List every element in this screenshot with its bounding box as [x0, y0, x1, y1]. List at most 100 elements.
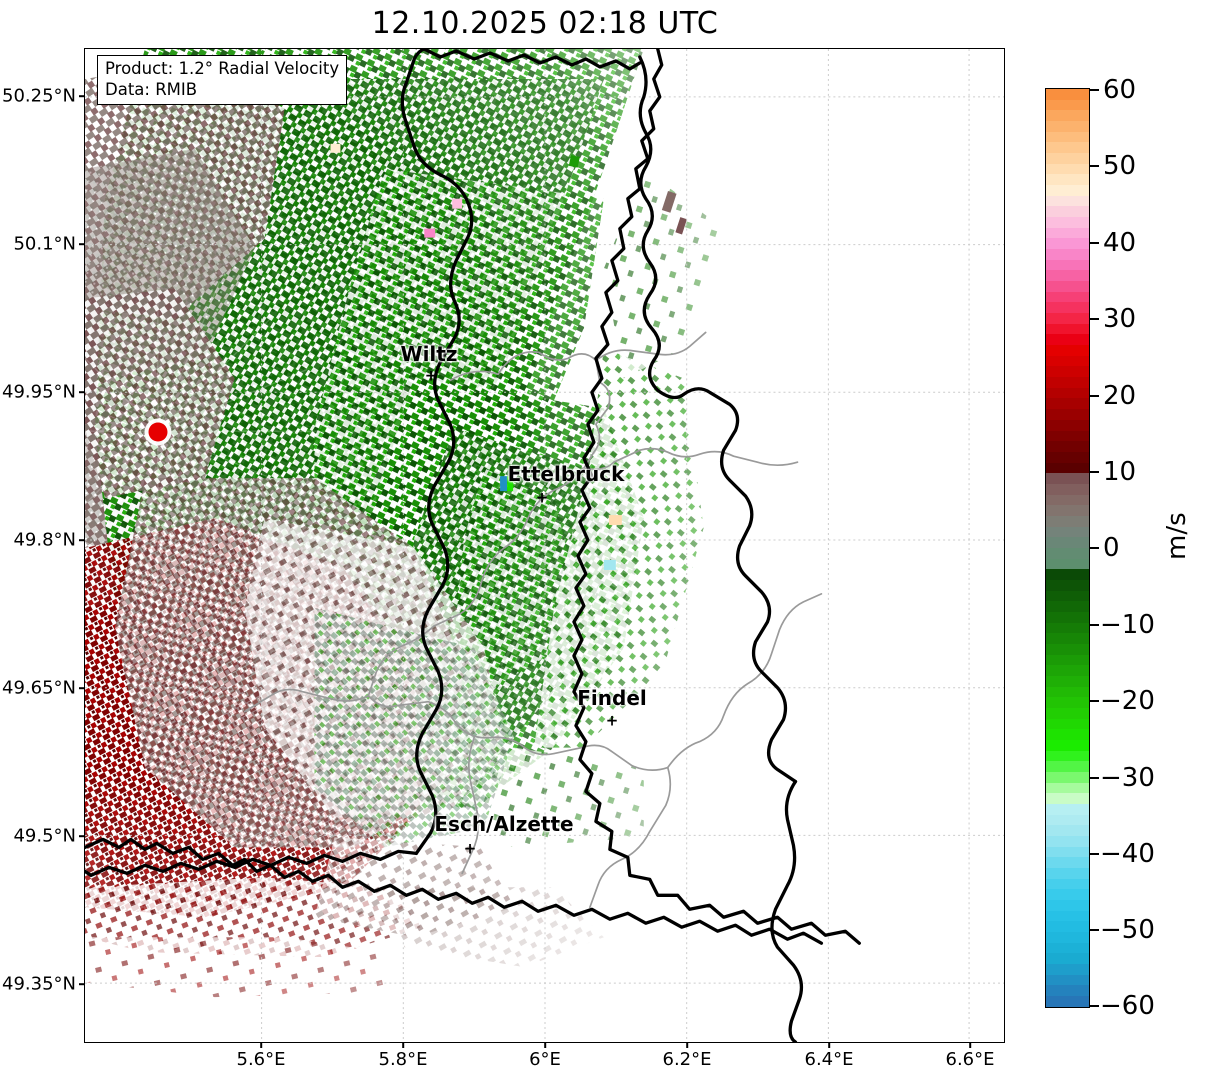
colorbar-band-80 [1046, 942, 1089, 954]
city-marker-esch-alzette: + [463, 839, 477, 858]
y-tick-label-6: 49.35°N [2, 973, 76, 995]
colorbar-band-6 [1046, 153, 1089, 164]
colorbar-band-30 [1046, 409, 1089, 420]
y-tick-mark-4 [79, 687, 84, 689]
colorbar-band-60 [1046, 729, 1089, 740]
x-tick-mark-1 [402, 1043, 404, 1048]
x-tick-label-4: 6.4°E [804, 1049, 854, 1070]
colorbar-band-33 [1046, 441, 1089, 452]
colorbar-tick-8 [1090, 700, 1099, 702]
colorbar-label-0: 60 [1103, 75, 1137, 105]
colorbar-label-12: −60 [1100, 991, 1155, 1021]
colorbar-tick-9 [1090, 777, 1099, 779]
colorbar-band-0 [1046, 89, 1089, 100]
colorbar-band-75 [1046, 889, 1089, 901]
colorbar-band-10 [1046, 195, 1089, 207]
colorbar-band-58 [1046, 707, 1089, 719]
x-tick-label-1: 5.8°E [378, 1049, 428, 1070]
colorbar-band-77 [1046, 910, 1089, 922]
colorbar-label-11: −50 [1100, 915, 1155, 945]
colorbar-band-74 [1046, 878, 1089, 890]
colorbar-band-5 [1046, 142, 1089, 154]
x-tick-mark-4 [828, 1043, 830, 1048]
radar-echo-layer [85, 49, 724, 998]
colorbar-band-20 [1046, 302, 1089, 314]
product-info-box: Product: 1.2° Radial Velocity Data: RMIB [97, 55, 348, 106]
y-tick-mark-0 [79, 95, 84, 97]
colorbar-band-25 [1046, 355, 1089, 367]
colorbar-band-37 [1046, 483, 1089, 495]
colorbar-band-69 [1046, 825, 1089, 837]
colorbar-band-63 [1046, 761, 1089, 772]
colorbar-band-17 [1046, 270, 1089, 282]
colorbar-band-47 [1046, 590, 1089, 602]
colorbar-label-9: −30 [1100, 763, 1155, 793]
colorbar-band-40 [1046, 515, 1089, 527]
colorbar-band-23 [1046, 334, 1089, 346]
colorbar-band-13 [1046, 227, 1089, 239]
colorbar-band-29 [1046, 398, 1089, 410]
colorbar-label-4: 20 [1103, 381, 1137, 411]
colorbar-band-78 [1046, 921, 1089, 933]
colorbar-band-42 [1046, 537, 1089, 548]
colorbar-band-65 [1046, 782, 1089, 794]
colorbar-band-55 [1046, 675, 1089, 687]
colorbar-band-34 [1046, 451, 1089, 463]
colorbar[interactable] [1045, 88, 1090, 1008]
colorbar-band-84 [1046, 985, 1089, 997]
colorbar-band-27 [1046, 377, 1089, 388]
colorbar-band-50 [1046, 622, 1089, 634]
y-tick-mark-3 [79, 539, 84, 541]
y-tick-mark-2 [79, 391, 84, 393]
colorbar-label-7: −10 [1100, 610, 1155, 640]
city-label-findel: Findel [577, 686, 647, 710]
colorbar-band-72 [1046, 857, 1089, 869]
colorbar-band-3 [1046, 121, 1089, 132]
colorbar-band-49 [1046, 611, 1089, 623]
colorbar-band-21 [1046, 313, 1089, 324]
colorbar-axis-label: m/s [1162, 512, 1192, 560]
colorbar-band-73 [1046, 868, 1089, 879]
city-marker-findel: + [605, 711, 619, 730]
radar-sweep-spokes [85, 269, 320, 593]
colorbar-band-1 [1046, 99, 1089, 111]
colorbar-band-26 [1046, 366, 1089, 378]
y-tick-label-1: 50.1°N [13, 233, 76, 255]
colorbar-tick-4 [1090, 395, 1099, 397]
grid-lines [85, 49, 1004, 1042]
colorbar-band-18 [1046, 281, 1089, 292]
colorbar-band-52 [1046, 643, 1089, 655]
x-tick-mark-5 [969, 1043, 971, 1048]
colorbar-label-2: 40 [1103, 228, 1137, 258]
colorbar-label-3: 30 [1103, 304, 1137, 334]
colorbar-label-8: −20 [1100, 686, 1155, 716]
colorbar-tick-2 [1090, 242, 1099, 244]
colorbar-tick-11 [1090, 929, 1099, 931]
map-plot-area[interactable]: Product: 1.2° Radial Velocity Data: RMIB… [84, 48, 1005, 1043]
colorbar-label-10: −40 [1100, 839, 1155, 869]
colorbar-band-11 [1046, 206, 1089, 218]
colorbar-band-70 [1046, 836, 1089, 847]
national-border-west [85, 49, 642, 877]
colorbar-band-48 [1046, 601, 1089, 612]
colorbar-tick-0 [1090, 89, 1099, 91]
colorbar-band-46 [1046, 579, 1089, 591]
colorbar-band-81 [1046, 953, 1089, 965]
colorbar-label-5: 10 [1103, 457, 1137, 487]
city-label-ettelbruck: Ettelbruck [507, 462, 625, 486]
city-label-esch-alzette: Esch/Alzette [434, 812, 574, 836]
radar-station-marker[interactable] [148, 422, 168, 442]
y-tick-label-4: 49.65°N [2, 677, 76, 699]
national-border [572, 49, 861, 945]
colorbar-band-9 [1046, 185, 1089, 196]
colorbar-band-61 [1046, 739, 1089, 751]
internal-boundaries [243, 331, 823, 909]
colorbar-band-28 [1046, 387, 1089, 399]
x-tick-mark-3 [686, 1043, 688, 1048]
colorbar-band-85 [1046, 996, 1089, 1007]
colorbar-band-2 [1046, 110, 1089, 122]
x-tick-label-2: 6°E [529, 1049, 561, 1070]
colorbar-band-44 [1046, 558, 1089, 570]
colorbar-band-31 [1046, 419, 1089, 431]
